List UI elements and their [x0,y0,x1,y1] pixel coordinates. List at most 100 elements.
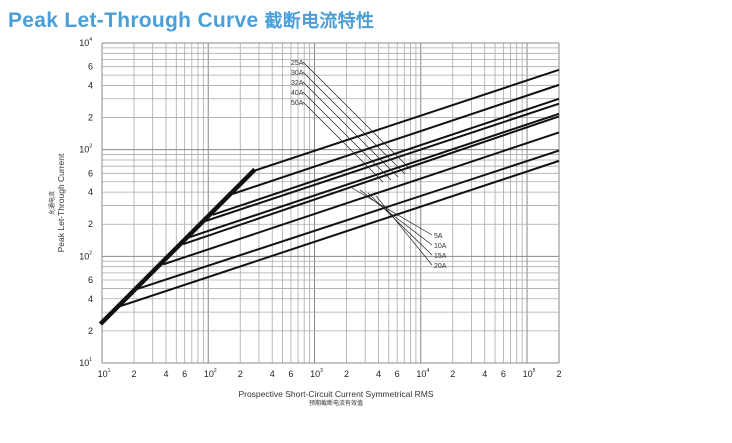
y-tick-label-base: 6 [88,168,93,178]
y-tick-label-exponent: 4 [89,37,92,43]
y-tick-label: 4 [88,294,93,304]
x-tick-label-base: 6 [395,369,400,379]
curve-25A [188,112,560,239]
tick-labels: 101 2 4 6 102 2 4 6 103 2 4 6 104 2 4 6 105 2104642103642… [79,37,561,379]
x-tick-label-base: 2 [131,369,136,379]
rating-label: 50A [291,100,304,107]
y-tick-label: 2 [88,219,93,229]
y-tick-label: 4 [88,187,93,197]
curve-15A [162,131,560,266]
rating-label: 40A [291,90,304,97]
y-tick-label-base: 4 [88,294,93,304]
x-tick-label-exponent: 2 [214,368,217,374]
x-tick-label-base: 10 [310,369,320,379]
x-tick-label: 4 [270,369,275,379]
rating-label: 20A [434,263,447,270]
x-axis-label-cn: 预期截断电流有效值 [309,399,363,407]
x-tick-label: 6 [501,369,506,379]
curve-40A [232,83,560,195]
x-tick-label: 6 [288,369,293,379]
x-tick-label-base: 10 [204,369,214,379]
leader-line [359,189,433,246]
x-tick-label: 101 [98,368,111,379]
x-tick-label-base: 4 [163,369,168,379]
y-tick-label: 104 [79,37,92,48]
x-axis-label: Prospective Short-Circuit Current Symmet… [238,389,433,399]
x-tick-label: 2 [450,369,455,379]
x-tick-label-exponent: 3 [320,368,323,374]
x-tick-label-base: 6 [288,369,293,379]
x-tick-label: 4 [163,369,168,379]
curve-envelope [98,167,257,326]
x-tick-label-exponent: 5 [533,368,536,374]
x-tick-label: 6 [395,369,400,379]
y-tick-label-base: 10 [79,145,89,155]
x-tick-label-base: 4 [482,369,487,379]
chart-title-en: Peak Let-Through Curve [8,9,259,32]
rating-label: 10A [434,243,447,250]
x-tick-label: 4 [376,369,381,379]
rating-label: 30A [291,70,304,77]
leader-line [302,61,412,171]
x-tick-label: 2 [344,369,349,379]
y-tick-label: 2 [88,113,93,123]
x-tick-label-base: 10 [98,369,108,379]
y-tick-label-base: 10 [79,251,89,261]
y-tick-label: 102 [79,250,92,261]
chart-title-cn: 截断电流特性 [264,11,375,32]
y-tick-label-base: 2 [88,113,93,123]
leader-line [302,101,384,183]
y-tick-label-base: 6 [88,62,93,72]
curves [98,68,560,326]
rating-leaders: 25A 30A 32A 40A 50A 5A 10A 15A 20A [291,60,447,270]
y-tick-label-base: 4 [88,80,93,90]
x-tick-label: 4 [482,369,487,379]
x-tick-label-base: 2 [238,369,243,379]
x-tick-label: 2 [131,369,136,379]
y-tick-label-base: 4 [88,187,93,197]
leader-line [302,91,392,181]
rating-label: 5A [434,233,443,240]
rating-label: 25A [291,60,304,67]
y-axis-label-cn: 允通电流 [48,191,56,215]
x-tick-label: 2 [556,369,561,379]
curve-30A [205,102,560,222]
y-tick-label: 101 [79,357,92,368]
rating-label: 32A [291,80,304,87]
y-tick-label-base: 6 [88,275,93,285]
x-tick-label: 105 [523,368,536,379]
y-tick-label-exponent: 1 [89,357,92,363]
curve-50A [252,68,560,173]
x-tick-label: 104 [416,368,429,379]
y-axis-label: Peak Let-Through Current [56,153,66,252]
leader-line [367,192,433,256]
rating-label: 15A [434,253,447,260]
x-tick-label-base: 4 [376,369,381,379]
y-tick-label-base: 2 [88,219,93,229]
chart-title: Peak Let-Through Curve 截断电流特性 [8,7,374,33]
x-tick-label-base: 10 [523,369,533,379]
x-tick-label: 103 [310,368,323,379]
grid [101,42,560,364]
x-tick-label-base: 4 [270,369,275,379]
y-tick-label: 2 [88,326,93,336]
y-tick-label-base: 10 [79,38,89,48]
leader-line [302,81,399,178]
y-tick-label-base: 10 [79,358,89,368]
y-tick-label-exponent: 2 [89,250,92,256]
y-tick-label: 103 [79,144,92,155]
x-tick-label-exponent: 1 [108,368,111,374]
x-tick-label-base: 2 [450,369,455,379]
x-tick-label: 2 [238,369,243,379]
y-tick-label: 6 [88,62,93,72]
x-tick-label-exponent: 4 [426,368,429,374]
curve-20A [182,115,560,246]
x-tick-label-base: 10 [416,369,426,379]
x-tick-label-base: 6 [182,369,187,379]
x-tick-label: 102 [204,368,217,379]
leader-line [375,195,433,266]
curve-10A [132,149,560,292]
y-tick-label: 4 [88,80,93,90]
curve-32A [212,97,560,216]
y-tick-label-exponent: 3 [89,144,92,150]
